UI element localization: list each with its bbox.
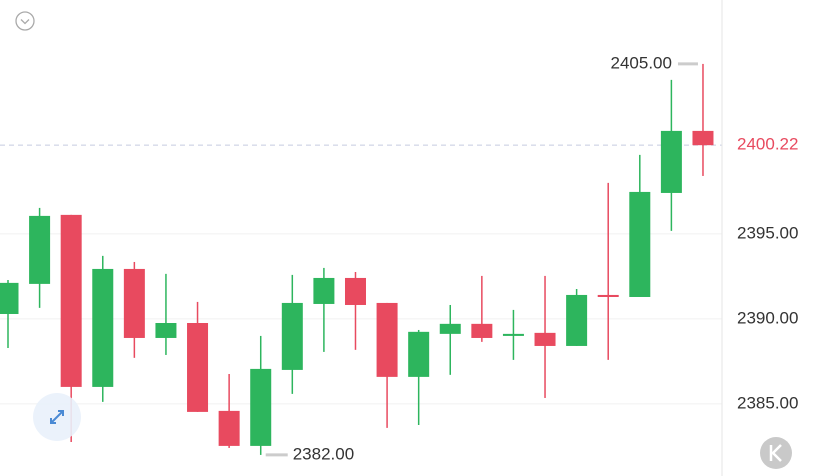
- candle-body: [250, 368, 272, 446]
- candle-body: [313, 277, 335, 304]
- min-label: 2382.00: [293, 444, 354, 463]
- candle-body: [155, 323, 177, 338]
- candle-body: [502, 333, 524, 336]
- candle-body: [692, 130, 714, 146]
- last-price-label: 2400.22: [737, 135, 798, 154]
- plot: 2385.00 2390.00 2395.00 2405.00 2382.00 2400.…: [0, 53, 828, 463]
- candle-body: [60, 214, 82, 387]
- candle-body: [566, 294, 588, 346]
- candle-body: [629, 191, 651, 297]
- last-price-bg: [728, 133, 828, 158]
- y-tick-label: 2390.00: [737, 308, 798, 327]
- y-tick-label: 2385.00: [737, 393, 798, 412]
- max-label: 2405.00: [611, 53, 672, 72]
- candle-body: [0, 282, 19, 314]
- candle-body: [534, 332, 556, 346]
- candle-body: [344, 277, 366, 305]
- candle-body: [218, 410, 240, 446]
- candle-body: [123, 268, 145, 338]
- candle-body: [376, 302, 398, 377]
- expand-button[interactable]: [33, 393, 81, 441]
- candle-body: [281, 302, 303, 370]
- candle-body: [187, 323, 209, 412]
- candle-body: [439, 323, 461, 334]
- candle-body: [408, 331, 430, 377]
- candle-body: [29, 215, 51, 284]
- candle-body: [92, 268, 114, 387]
- candle-body: [471, 323, 493, 338]
- y-tick-label: 2395.00: [737, 223, 798, 242]
- k-button[interactable]: [760, 437, 792, 469]
- candle-body: [597, 294, 619, 297]
- candle-body: [660, 130, 682, 193]
- collapse-icon[interactable]: [15, 11, 35, 31]
